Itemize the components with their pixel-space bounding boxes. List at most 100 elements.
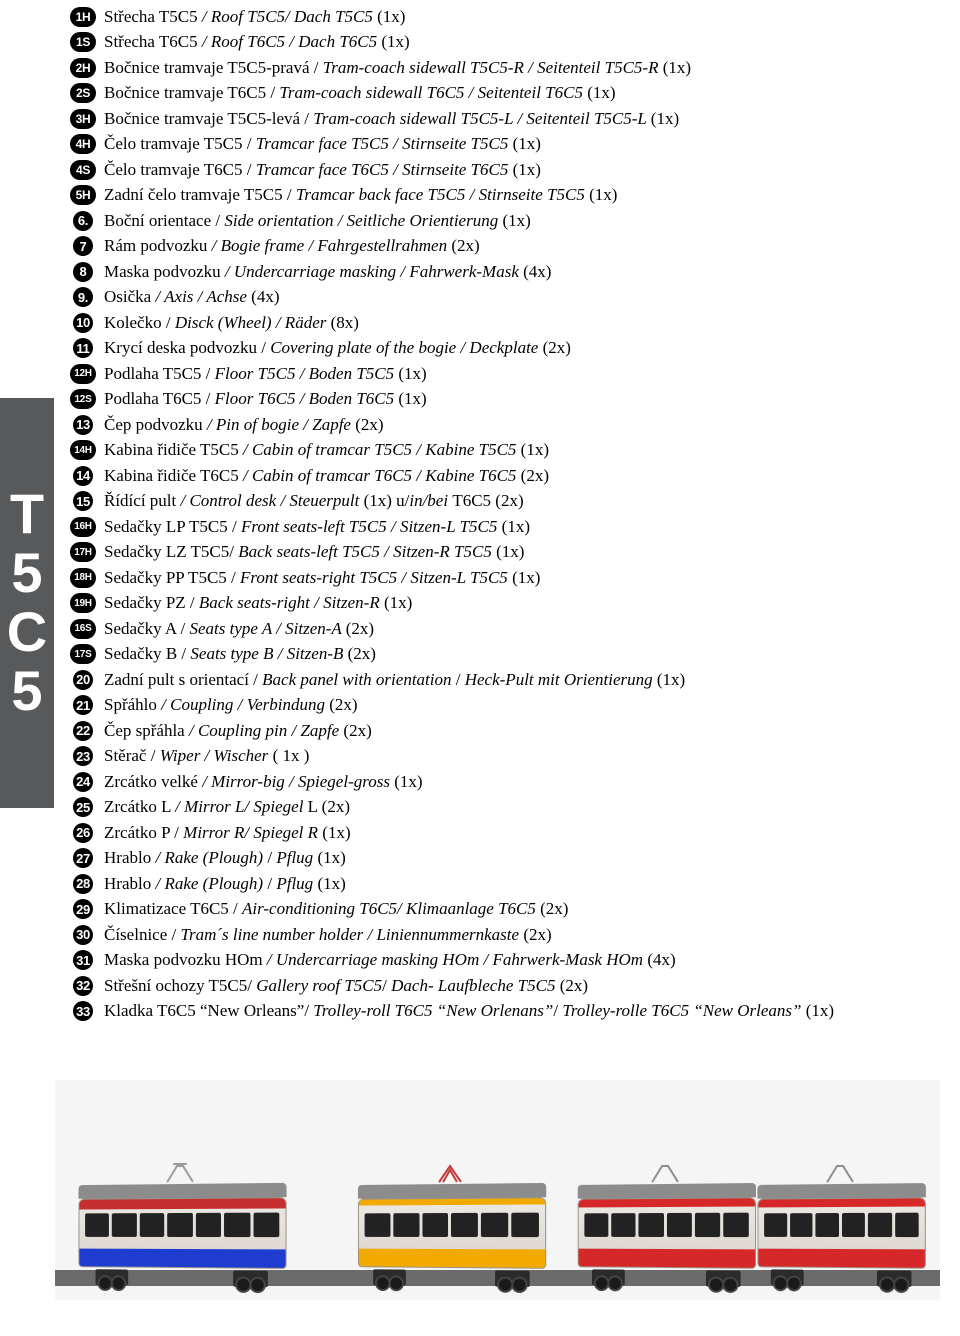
item-text: Sedačky B / Seats type B / Sitzen-B (2x) bbox=[104, 644, 376, 664]
item-text-translation: Disck (Wheel) / Räder bbox=[175, 313, 331, 332]
item-text-cz: Osička bbox=[104, 287, 155, 306]
item-text: Střecha T6C5 / Roof T6C5 / Dach T6C5 (1x… bbox=[104, 32, 410, 52]
item-text: Čep spřáhla / Coupling pin / Zapfe (2x) bbox=[104, 721, 372, 741]
item-text: Bočnice tramvaje T6C5 / Tram-coach sidew… bbox=[104, 83, 616, 103]
item-text: Krycí deska podvozku / Covering plate of… bbox=[104, 338, 571, 358]
item-badge: 11 bbox=[73, 338, 93, 358]
item-text-translation: / Cabin of tramcar T6C5 / Kabine T6C5 bbox=[243, 466, 521, 485]
item-text-translation-2: Dach- Laufbleche T5C5 bbox=[391, 976, 560, 995]
item-badge: 21 bbox=[73, 695, 93, 715]
item-badge: 33 bbox=[73, 1001, 93, 1021]
item-badge: 23 bbox=[73, 746, 93, 766]
item-qty: (1x) bbox=[496, 542, 524, 561]
item-text-translation: / Axis / Achse bbox=[155, 287, 251, 306]
parts-list-row: 16SSedačky A / Seats type A / Sitzen-A (… bbox=[70, 616, 940, 642]
item-text-translation: Covering plate of the bogie / Deckplate bbox=[270, 338, 542, 357]
carbody bbox=[757, 1197, 925, 1268]
item-text-cz: Bočnice tramvaje T5C5-pravá / bbox=[104, 58, 323, 77]
item-badge: 3H bbox=[70, 109, 96, 129]
item-badge: 6. bbox=[73, 211, 93, 231]
item-qty: (1x) bbox=[381, 32, 409, 51]
item-text-cz: Hrablo bbox=[104, 874, 155, 893]
item-text-cz: Krycí deska podvozku / bbox=[104, 338, 270, 357]
item-qty: (1x) bbox=[322, 823, 350, 842]
roof bbox=[757, 1183, 925, 1199]
stripe-bottom bbox=[79, 1249, 285, 1268]
item-text-translation: / Pin of bogie / Zapfe bbox=[207, 415, 355, 434]
bogie bbox=[373, 1269, 406, 1285]
item-text-translation: / Roof T5C5/ Dach T5C5 bbox=[202, 7, 377, 26]
item-text-translation: Floor T5C5 / Boden T5C5 bbox=[215, 364, 399, 383]
item-text-cz: Bočnice tramvaje T5C5-levá / bbox=[104, 109, 313, 128]
item-badge: 5H bbox=[70, 185, 96, 205]
parts-list-row: 14Kabina řidiče T6C5 / Cabin of tramcar … bbox=[70, 463, 940, 489]
item-text: Klimatizace T6C5 / Air-conditioning T6C5… bbox=[104, 899, 568, 919]
tram-1 bbox=[78, 1175, 286, 1288]
parts-list-row: 19HSedačky PZ / Back seats-right / Sitze… bbox=[70, 591, 940, 617]
item-text-translation: Back panel with orientation bbox=[262, 670, 456, 689]
item-text: Stěrač / Wiper / Wischer ( 1x ) bbox=[104, 746, 309, 766]
item-text: Střecha T5C5 / Roof T5C5/ Dach T5C5 (1x) bbox=[104, 7, 405, 27]
parts-list-row: 17S Sedačky B / Seats type B / Sitzen-B (… bbox=[70, 642, 940, 668]
bogie bbox=[771, 1269, 804, 1285]
item-badge: 13 bbox=[73, 415, 93, 435]
item-text-tail: L (2x) bbox=[308, 797, 350, 816]
parts-list-row: 1HStřecha T5C5 / Roof T5C5/ Dach T5C5 (1… bbox=[70, 4, 940, 30]
bogie bbox=[706, 1270, 741, 1287]
item-text-cz: Sedačky LP T5C5 / bbox=[104, 517, 241, 536]
stripe-top bbox=[79, 1198, 285, 1209]
item-text-translation: Front seats-right T5C5 / Sitzen-L T5C5 bbox=[240, 568, 512, 587]
item-qty: (1x) bbox=[377, 7, 405, 26]
parts-list-row: 4SČelo tramvaje T6C5 / Tramcar face T6C5… bbox=[70, 157, 940, 183]
item-text-translation: Tramcar back face T5C5 / Stirnseite T5C5 bbox=[296, 185, 589, 204]
item-text-translation: Seats type A / Sitzen-A bbox=[189, 619, 345, 638]
sidebar-letter: T bbox=[10, 485, 44, 544]
item-badge: 12S bbox=[70, 389, 96, 409]
item-badge: 25 bbox=[73, 797, 93, 817]
item-qty: (4x) bbox=[647, 950, 675, 969]
item-badge: 22 bbox=[73, 721, 93, 741]
item-qty: (1x) bbox=[398, 364, 426, 383]
item-badge: 12H bbox=[70, 364, 96, 384]
item-badge: 17S bbox=[70, 644, 96, 664]
item-text: Sedačky LP T5C5 / Front seats-left T5C5 … bbox=[104, 517, 530, 537]
item-text-translation-2: Trolley-rolle T6C5 “New Orleans” bbox=[562, 1001, 805, 1020]
parts-list-row: 15Řídící pult / Control desk / Steuerpul… bbox=[70, 489, 940, 515]
item-qty: (2x) bbox=[523, 925, 551, 944]
item-text-cz: Zadní pult s orientací / bbox=[104, 670, 262, 689]
item-badge: 16H bbox=[70, 517, 96, 537]
item-badge: 30 bbox=[73, 925, 93, 945]
item-qty: (2x) bbox=[540, 899, 568, 918]
item-text-cz: Rám podvozku bbox=[104, 236, 212, 255]
stripe-bottom bbox=[579, 1249, 755, 1268]
item-text-cz: Čep podvozku bbox=[104, 415, 207, 434]
item-text-translation: / Roof T6C5 / Dach T6C5 bbox=[202, 32, 381, 51]
item-badge: 4H bbox=[70, 134, 96, 154]
parts-list: 1HStřecha T5C5 / Roof T5C5/ Dach T5C5 (1… bbox=[70, 4, 940, 1024]
item-text-translation-2: Pflug bbox=[276, 848, 317, 867]
parts-list-row: 22 Čep spřáhla / Coupling pin / Zapfe (2x… bbox=[70, 718, 940, 744]
parts-list-row: 10Kolečko / Disck (Wheel) / Räder (8x) bbox=[70, 310, 940, 336]
item-text-cz: Zadní čelo tramvaje T5C5 / bbox=[104, 185, 296, 204]
item-text-sep: / bbox=[382, 976, 391, 995]
parts-list-row: 25Zrcátko L / Mirror L/ Spiegel L (2x) bbox=[70, 795, 940, 821]
parts-list-row: 13Čep podvozku / Pin of bogie / Zapfe (2… bbox=[70, 412, 940, 438]
item-text-translation: Side orientation / Seitliche Orientierun… bbox=[224, 211, 502, 230]
tram-3 bbox=[578, 1175, 756, 1287]
item-text-translation: Tram´s line number holder / Liniennummer… bbox=[180, 925, 523, 944]
item-text-cz: Kabina řidiče T6C5 bbox=[104, 466, 243, 485]
item-text-cz: Řídící pult bbox=[104, 491, 181, 510]
sidebar-letter: 5 bbox=[11, 662, 42, 721]
parts-list-row: 17HSedačky LZ T5C5/ Back seats-left T5C5… bbox=[70, 540, 940, 566]
item-qty: (1x) bbox=[589, 185, 617, 204]
item-text: Maska podvozku HOm / Undercarriage maski… bbox=[104, 950, 676, 970]
parts-list-row: 3HBočnice tramvaje T5C5-levá / Tram-coac… bbox=[70, 106, 940, 132]
item-qty: (2x) bbox=[521, 466, 549, 485]
item-badge: 9. bbox=[73, 287, 93, 307]
item-text-translation: / Rake (Plough) bbox=[155, 874, 267, 893]
tram-4 bbox=[757, 1175, 925, 1287]
pantograph-icon bbox=[165, 1162, 195, 1184]
item-text: Boční orientace / Side orientation / Sei… bbox=[104, 211, 531, 231]
item-text-translation: / Cabin of tramcar T5C5 / Kabine T5C5 bbox=[243, 440, 521, 459]
carbody bbox=[78, 1197, 286, 1269]
